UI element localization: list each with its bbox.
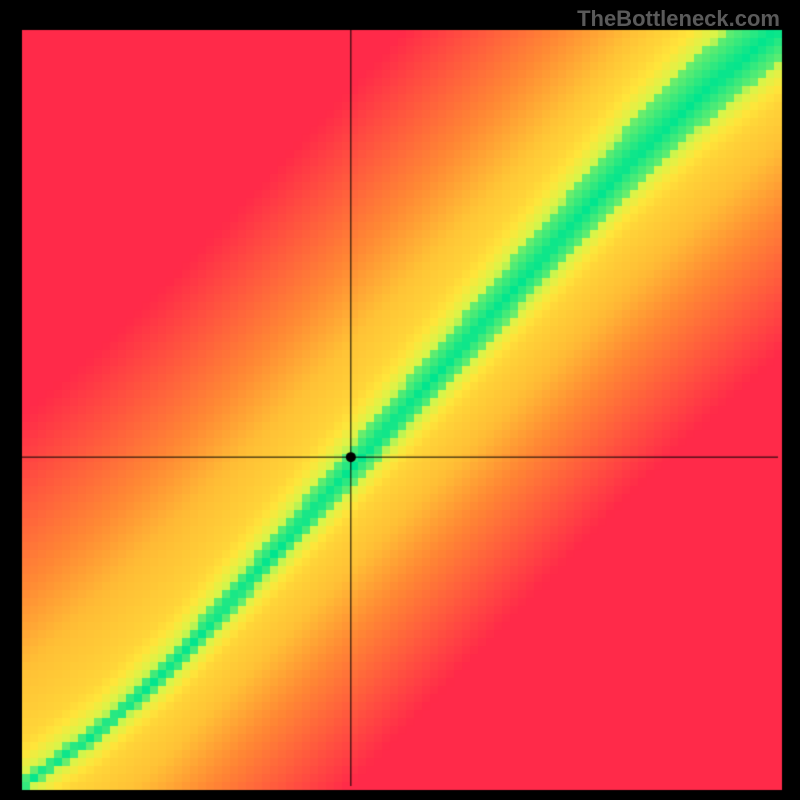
chart-container: TheBottleneck.com [0, 0, 800, 800]
bottleneck-heatmap [0, 0, 800, 800]
watermark-text: TheBottleneck.com [577, 6, 780, 32]
